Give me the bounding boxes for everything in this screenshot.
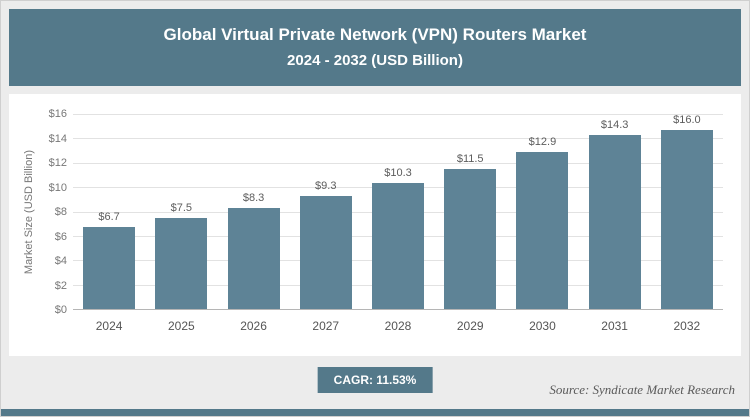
bar-value-label: $16.0 <box>673 114 701 126</box>
y-tick-label: $8 <box>54 206 67 218</box>
bar-cell: $12.9 <box>516 114 569 309</box>
y-tick-label: $6 <box>54 230 67 243</box>
cagr-badge: CAGR: 11.53% <box>317 367 433 393</box>
bar-cell: $7.5 <box>155 114 208 309</box>
x-axis-label: 2027 <box>312 319 340 333</box>
bar-value-label: $6.7 <box>98 211 120 224</box>
bar <box>588 134 641 309</box>
chart-card: Market Size (USD Billion) $0 $2 $4 $6 $8 $10 $… <box>9 94 741 356</box>
plot-area: $6.7 $7.5 $8.3 $9.3 $10.3 $11.5 $12.9 $14.3 $16.… <box>73 114 723 310</box>
y-tick-label: $10 <box>48 181 67 194</box>
bar-value-label: $14.3 <box>600 118 629 131</box>
y-tick-label: $12 <box>48 157 67 169</box>
bar <box>155 217 208 309</box>
y-tick-label: $14 <box>48 132 67 145</box>
y-axis-ticks: $0 $2 $4 $6 $8 $10 $12 $14 $16 <box>39 108 73 316</box>
x-axis-label: 2029 <box>456 319 484 333</box>
bar <box>371 183 424 309</box>
y-tick-label: $4 <box>54 255 67 267</box>
gridline <box>73 138 723 140</box>
bar-cell: $10.3 <box>371 114 424 309</box>
x-axis-label: 2028 <box>384 319 412 333</box>
bar <box>83 227 136 309</box>
bar-cell: $8.3 <box>227 114 280 309</box>
source-attribution: Source: Syndicate Market Research <box>549 382 735 397</box>
bar-cell: $11.5 <box>444 114 497 309</box>
x-axis-labels: 2024 2025 2026 2027 2028 2029 2030 2031 2032 <box>73 319 723 333</box>
x-axis-label: 2032 <box>673 319 701 333</box>
bar-value-label: $12.9 <box>528 135 557 148</box>
x-axis-label: 2024 <box>95 319 123 333</box>
x-axis-label: 2031 <box>601 319 628 333</box>
y-tick-label: $2 <box>54 279 67 292</box>
bar-value-label: $9.3 <box>315 179 337 192</box>
y-axis-title-text: Market Size (USD Billion) <box>23 149 35 275</box>
bar <box>227 207 280 309</box>
bar-value-label: $8.3 <box>242 191 265 204</box>
bars: $6.7 $7.5 $8.3 $9.3 $10.3 $11.5 $12.9 $14.3 $16.… <box>73 114 723 309</box>
bar-cell: $6.7 <box>83 114 136 309</box>
footer: CAGR: 11.53% Source: Syndicate Market Re… <box>1 356 749 402</box>
x-axis-label: 2025 <box>167 319 195 333</box>
bar <box>444 168 497 309</box>
bar-value-label: $11.5 <box>456 152 484 165</box>
gridline <box>73 114 723 115</box>
bar-value-label: $10.3 <box>384 167 412 180</box>
bar <box>299 195 352 309</box>
gridline <box>73 162 723 164</box>
bar-cell: $16.0 <box>660 114 713 309</box>
y-axis-title: Market Size (USD Billion) <box>19 114 39 310</box>
bar-value-label: $7.5 <box>170 201 193 214</box>
y-tick-label: $0 <box>54 304 67 316</box>
chart-header: Global Virtual Private Network (VPN) Rou… <box>9 9 741 86</box>
chart-title-line1: Global Virtual Private Network (VPN) Rou… <box>163 25 587 44</box>
x-axis-label: 2026 <box>240 319 267 333</box>
bar <box>516 151 569 309</box>
bar-cell: $14.3 <box>588 114 641 309</box>
bar <box>660 130 713 309</box>
bottom-accent-strip <box>1 409 749 416</box>
y-tick-label: $16 <box>48 108 67 120</box>
x-axis-label: 2030 <box>529 319 556 333</box>
bar-cell: $9.3 <box>299 114 352 309</box>
chart-title-line2: 2024 - 2032 (USD Billion) <box>287 52 463 69</box>
